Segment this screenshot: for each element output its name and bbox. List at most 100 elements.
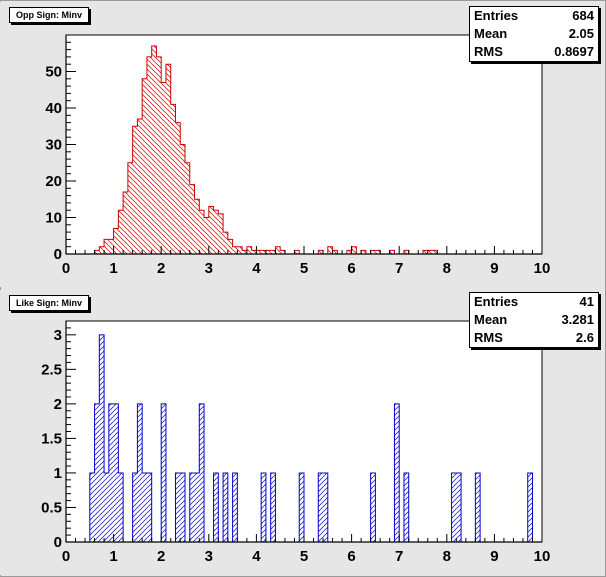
histogram-bar xyxy=(137,118,143,254)
histogram-bar xyxy=(265,250,271,254)
histogram-bar xyxy=(389,250,395,254)
histogram-bar xyxy=(242,250,247,254)
histogram-outline xyxy=(89,334,533,542)
stats-row-mean: Mean 3.281 xyxy=(470,311,598,329)
y-tick-label: 0 xyxy=(54,534,62,551)
histogram-bar xyxy=(270,472,276,542)
stats-row-rms: RMS 2.6 xyxy=(470,329,598,347)
x-tick-label: 8 xyxy=(443,260,451,277)
stats-value: 2.05 xyxy=(568,26,594,41)
like-sign-histogram-plot: 0 1 2 3 4 5 6 7 8 9 10 0 0.5 1 1.5 2 2.5 3 xyxy=(41,320,550,565)
histogram-bar xyxy=(361,250,366,254)
histogram-bar xyxy=(527,472,533,542)
histogram-bar xyxy=(113,403,119,542)
x-tick-label: 2 xyxy=(157,260,165,277)
histogram-bar xyxy=(94,403,100,542)
y-tick-label: 3 xyxy=(54,327,62,344)
x-tick-label: 3 xyxy=(205,548,213,565)
stats-label: Mean xyxy=(474,312,508,327)
histogram-bar xyxy=(118,472,124,542)
histogram-bar xyxy=(275,246,281,254)
x-tick-label: 5 xyxy=(300,260,308,277)
histogram-bar xyxy=(256,250,262,254)
histogram-bar xyxy=(423,250,428,254)
histogram-bar xyxy=(213,210,219,254)
histogram-bar xyxy=(394,403,400,542)
histogram-bar xyxy=(403,250,409,254)
stats-row-mean: Mean 2.05 xyxy=(470,25,598,43)
histogram-bar xyxy=(161,403,166,542)
stats-value: 2.6 xyxy=(575,330,594,345)
histogram-bar xyxy=(332,250,338,254)
histogram-pad-like-sign[interactable]: 0 1 2 3 4 5 6 7 8 9 10 0 0.5 1 1.5 2 2.5 3 Like Sign: Min… xyxy=(0,290,604,575)
histogram-bar xyxy=(351,246,357,254)
x-tick-label: 7 xyxy=(395,260,403,277)
stats-row-entries: Entries 684 xyxy=(470,7,598,25)
histogram-bar xyxy=(227,239,233,254)
histogram-bar xyxy=(213,472,219,542)
histogram-bar xyxy=(218,213,224,254)
stats-value: 684 xyxy=(572,8,594,23)
x-tick-label: 1 xyxy=(109,260,117,277)
histogram-bar xyxy=(180,472,185,542)
histogram-pad-opp-sign[interactable]: 0 1 2 3 4 5 6 7 8 9 10 0 10 20 30 40 50 Opp Sign: Minv E… xyxy=(0,2,604,287)
histogram-bar xyxy=(185,162,190,254)
x-tick-label: 4 xyxy=(252,548,261,565)
x-tick-label: 3 xyxy=(205,260,213,277)
histogram-bar xyxy=(170,104,176,254)
stats-box: Entries 684 Mean 2.05 RMS 0.8697 xyxy=(469,6,599,62)
histogram-bar xyxy=(156,56,162,255)
histogram-bar xyxy=(232,472,238,542)
histogram-bar xyxy=(223,472,228,542)
histogram-bar xyxy=(318,472,324,542)
opp-sign-histogram-plot: 0 1 2 3 4 5 6 7 8 9 10 0 10 20 30 40 50 xyxy=(45,34,550,277)
histogram-bar xyxy=(475,472,481,542)
histogram-bar xyxy=(318,250,324,254)
histogram-bar xyxy=(232,246,238,254)
histogram-title: Opp Sign: Minv xyxy=(9,7,89,23)
histogram-bar xyxy=(194,199,200,254)
x-tick-label: 9 xyxy=(490,548,498,565)
x-tick-label: 1 xyxy=(109,548,117,565)
histogram-bar xyxy=(370,250,376,254)
histogram-bar xyxy=(142,472,147,542)
histogram-bar xyxy=(89,472,95,542)
histogram-bar xyxy=(403,472,409,542)
x-tick-label: 4 xyxy=(252,260,261,277)
histogram-bar xyxy=(204,217,209,254)
y-tick-label: 2 xyxy=(54,396,62,413)
histogram-bar xyxy=(132,126,138,254)
histogram-bar xyxy=(94,250,100,254)
histogram-bar xyxy=(104,472,109,542)
histogram-bar xyxy=(456,472,462,542)
histogram-bar xyxy=(280,250,285,254)
stats-label: Entries xyxy=(474,294,519,309)
histogram-bar xyxy=(270,250,276,254)
histogram-bar xyxy=(189,472,195,542)
stats-value: 41 xyxy=(579,294,594,309)
y-tick-label: 0.5 xyxy=(41,499,62,516)
y-tick-label: 40 xyxy=(45,100,62,117)
histogram-bar xyxy=(108,403,114,542)
histogram-bar xyxy=(199,210,205,254)
histogram-bar xyxy=(137,403,143,542)
histogram-bar xyxy=(108,239,114,254)
histogram-bar xyxy=(146,472,152,542)
histogram-bar xyxy=(246,246,252,254)
histogram-bar xyxy=(175,122,181,254)
histogram-bar xyxy=(99,246,105,254)
stats-value: 0.8697 xyxy=(554,44,594,59)
x-tick-label: 2 xyxy=(157,548,165,565)
x-tick-label: 0 xyxy=(62,548,70,565)
histogram-bar xyxy=(223,232,228,254)
histogram-bar xyxy=(451,472,457,542)
histogram-bar xyxy=(346,250,352,254)
histogram-bar xyxy=(189,184,195,254)
histogram-bar xyxy=(432,250,438,254)
histogram-bar xyxy=(370,472,376,542)
y-tick-label: 1.5 xyxy=(41,430,62,447)
histogram-bar xyxy=(208,206,214,254)
histogram-bar xyxy=(180,144,185,254)
y-tick-label: 2.5 xyxy=(41,361,62,378)
histogram-bar xyxy=(251,250,257,254)
